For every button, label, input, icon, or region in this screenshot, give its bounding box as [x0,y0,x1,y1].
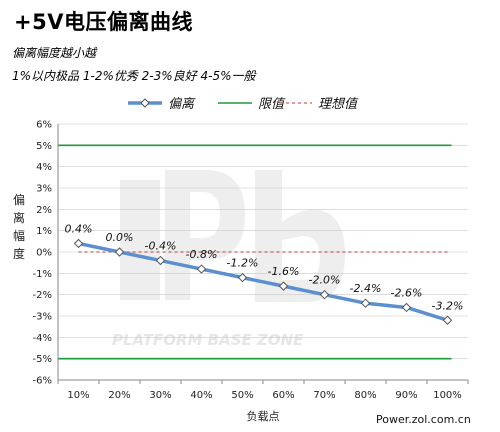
deviation-data-label: -0.4% [145,240,177,253]
series [58,144,453,360]
y-axis-title: 偏离幅度 [13,192,25,261]
rating-note: 1%以内极品 1-2%优秀 2-3%良好 4-5%一般 [12,69,256,83]
deviation-point [196,264,207,274]
deviation-data-label: -2.0% [309,274,341,287]
y-tick-label: 1% [36,226,52,237]
legend-label-limit: 限值 [258,97,286,112]
axes: 6% 5% 4% 3% 2% 1% 0% -1% -2% -3% -4% -5% -6% 10% 20% 30… [13,120,469,423]
x-tick-label: 30% [149,390,171,401]
x-tick-label: 70% [313,390,335,401]
legend-label-ideal: 理想值 [318,97,359,112]
deviation-data-label: 0.4% [65,222,93,235]
x-tick-label: 20% [108,390,130,401]
watermark-text: PLATFORM BASE ZONE [112,331,304,349]
deviation-data-label: -1.2% [227,257,259,270]
y-tick-label: -3% [33,312,52,323]
deviation-data-label: -2.4% [350,282,382,295]
x-tick-label: 100% [433,390,462,401]
y-tick-label: -2% [33,290,52,301]
deviation-data-label: -3.2% [432,299,464,312]
deviation-point [442,315,453,325]
x-tick-label: 10% [67,390,89,401]
y-tick-label: -5% [33,354,52,365]
y-tick-label: 3% [36,184,52,195]
y-tick-label: -1% [33,269,52,280]
y-axis-title-char: 幅 [13,228,25,243]
watermark: PLATFORM BASE ZONE [112,170,345,349]
deviation-data-label: -2.6% [391,286,423,299]
y-tick-label: -4% [33,333,52,344]
y-tick-label: 5% [36,141,52,152]
deviation-point [114,247,125,257]
y-tick-label: 0% [36,248,52,259]
legend: 偏离 限值 理想值 [128,96,359,112]
deviation-point [319,289,330,300]
deviation-point [237,272,248,283]
deviation-line [78,241,449,322]
y-axis-title-char: 度 [13,246,25,261]
x-tick-label: 50% [231,390,253,401]
deviation-point [401,302,412,313]
legend-label-deviation: 偏离 [168,96,196,112]
y-axis-title-char: 离 [13,210,25,225]
watermark-logo [120,170,345,302]
x-tick-label: 40% [190,390,212,401]
x-tick-label: 80% [354,390,376,401]
x-axis-title: 负载点 [247,409,280,423]
deviation-point [155,255,166,266]
chart-title: +5V电压偏离曲线 [14,10,193,34]
deviation-data-label: -0.8% [186,248,218,261]
source-credit: Power.zol.com.cn [376,413,471,426]
y-tick-label: 6% [36,120,52,131]
y-tick-label: 2% [36,205,52,216]
deviation-point [360,298,371,308]
y-tick-label: -6% [33,376,52,387]
deviation-data-label: 0.0% [106,231,134,244]
deviation-point [73,238,84,249]
y-axis-title-char: 偏 [13,192,25,207]
deviation-point [278,281,289,291]
x-tick-label: 90% [395,390,417,401]
data-labels: 0.4% 0.0% -0.4% -0.8% -1.2% -1.6% -2.0% -2.4% -2… [65,222,464,312]
y-tick-label: 4% [36,162,52,173]
chart-note: 偏离幅度越小越 [12,46,97,60]
legend-marker-deviation [140,98,150,108]
deviation-data-label: -1.6% [268,265,300,278]
x-tick-label: 60% [272,390,294,401]
